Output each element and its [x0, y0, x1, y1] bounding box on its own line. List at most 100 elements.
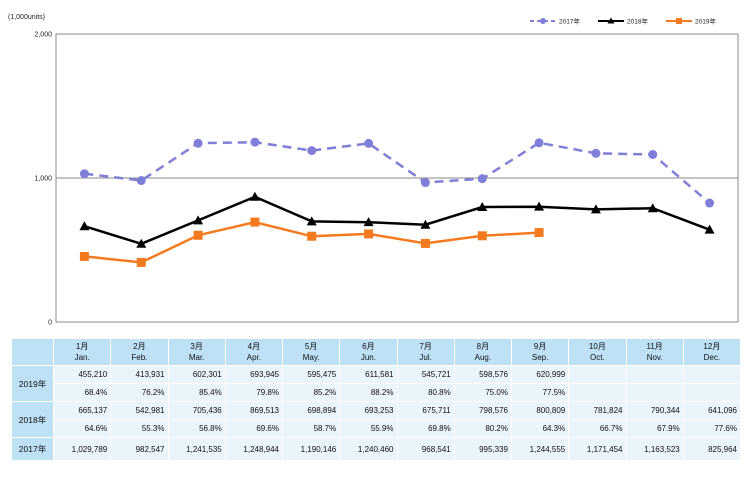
data-point [79, 221, 90, 231]
value-cell: 790,344 [625, 401, 684, 420]
value-cell: 641,096 [682, 401, 742, 420]
value-cell: 693,253 [339, 401, 398, 420]
month-header: 5月 May. [281, 338, 341, 366]
percent-cell: 76.2% [110, 383, 169, 402]
month-en: Aug. [474, 353, 492, 362]
value-cell: 620,999 [510, 365, 570, 384]
month-jp: 3月 [190, 342, 203, 351]
data-point [477, 231, 487, 241]
percent-cell: 68.4% [52, 383, 112, 402]
month-header: 11月 Nov. [625, 338, 684, 366]
value-cell: 705,436 [167, 401, 226, 420]
percent-cell: 88.2% [339, 383, 398, 402]
value-cell: 693,945 [224, 365, 284, 384]
month-en: Dec. [703, 353, 721, 362]
value-cell: 675,711 [396, 401, 455, 420]
data-point [477, 202, 488, 212]
value-cell: 602,301 [167, 365, 226, 384]
data-point [250, 217, 260, 227]
percent-cell [625, 383, 684, 402]
percent-cell: 80.2% [453, 419, 513, 438]
percent-cell: 55.3% [110, 419, 169, 438]
value-cell: 1,029,789 [52, 437, 112, 461]
value-cell: 869,513 [224, 401, 284, 420]
month-jp: 4月 [247, 342, 261, 351]
data-point [364, 229, 374, 239]
data-point [193, 215, 204, 225]
month-en: Jan. [74, 353, 90, 362]
month-en: Jun. [360, 353, 376, 362]
percent-cell: 64.6% [52, 419, 112, 438]
data-point [534, 138, 544, 148]
table-row: 2018年 665,137 542,981 705,436 869,513 698,894… [11, 401, 742, 438]
month-header: 12月 Dec. [682, 338, 742, 366]
series-line-0 [84, 140, 711, 205]
value-cell: 598,576 [453, 365, 513, 384]
legend-marker [540, 18, 546, 24]
value-cell: 825,964 [682, 437, 742, 461]
month-en: Mar. [188, 353, 205, 362]
percent-cell: 79.8% [224, 383, 284, 402]
value-cell: 1,171,454 [568, 437, 627, 461]
data-point [477, 174, 487, 184]
month-header: 3月 Mar. [167, 338, 226, 366]
value-cell [682, 365, 742, 384]
percent-cell: 69.8% [396, 419, 455, 438]
percent-cell [682, 383, 742, 402]
percent-cell: 67.9% [625, 419, 684, 438]
value-cell: 665,137 [52, 401, 112, 420]
data-point [420, 219, 431, 229]
legend-label: 2017年 [559, 17, 580, 26]
month-header: 1月 Jan. [52, 338, 112, 366]
value-cell: 455,210 [52, 365, 112, 384]
value-cell: 798,576 [453, 401, 513, 420]
data-point [534, 228, 544, 238]
series-line-1 [84, 195, 711, 246]
value-cell: 1,190,146 [281, 437, 341, 461]
month-en: Nov. [646, 353, 663, 362]
month-jp: 10月 [588, 342, 606, 351]
value-cell [625, 365, 684, 384]
y-tick-label: 2,000 [34, 32, 52, 39]
data-point [79, 251, 89, 261]
value-cell: 1,240,460 [339, 437, 398, 461]
data-point [420, 178, 430, 188]
value-cell: 595,475 [281, 365, 341, 384]
month-header-row: 1月 Jan. 2月 Feb. 3月 Mar. 4月 Apr. 5月 May. 6月 Jun. 7月 Ju… [11, 338, 742, 366]
data-point [647, 203, 658, 213]
value-cell: 611,581 [339, 365, 398, 384]
table-row: 2017年 1,029,789 982,547 1,241,535 1,248,944 1… [11, 437, 742, 461]
value-cell: 995,339 [453, 437, 513, 461]
month-jp: 9月 [533, 342, 547, 351]
month-en: May. [302, 353, 320, 362]
value-cell: 1,241,535 [167, 437, 226, 461]
month-en: Sep. [531, 353, 549, 362]
value-cell: 968,541 [396, 437, 455, 461]
data-point [590, 204, 601, 214]
legend-label: 2019年 [695, 17, 716, 26]
data-point [136, 176, 146, 186]
chart-area: (1,000units) 0 1,000 2,000 2017年 2018年 2019年 [8, 14, 739, 327]
month-header: 8月 Aug. [453, 338, 513, 366]
table-row: 2019年 455,210 413,931 602,301 693,945 595,475… [11, 365, 742, 402]
unit-label: (1,000units) [8, 14, 45, 21]
data-point [249, 191, 260, 201]
value-cell: 698,894 [281, 401, 341, 420]
data-point [420, 238, 430, 248]
data-point [250, 137, 260, 147]
data-table: 1月 Jan. 2月 Feb. 3月 Mar. 4月 Apr. 5月 May. 6月 Jun. 7月 Ju… [11, 338, 742, 461]
data-point [364, 138, 374, 148]
month-en: Apr. [246, 353, 261, 362]
month-jp: 12月 [703, 342, 721, 351]
value-cell: 800,809 [510, 401, 570, 420]
month-jp: 1月 [75, 342, 89, 351]
percent-cell: 85.2% [281, 383, 341, 402]
data-point [591, 148, 601, 158]
value-cell: 1,248,944 [224, 437, 284, 461]
month-jp: 7月 [419, 342, 432, 351]
table-row: 68.4% 76.2% 85.4% 79.8% 85.2% 88.2% 80.8% 75.0%… [12, 383, 742, 402]
month-jp: 6月 [362, 342, 375, 351]
percent-cell: 64.3% [510, 419, 570, 438]
data-point [136, 238, 147, 248]
data-point [307, 231, 317, 241]
